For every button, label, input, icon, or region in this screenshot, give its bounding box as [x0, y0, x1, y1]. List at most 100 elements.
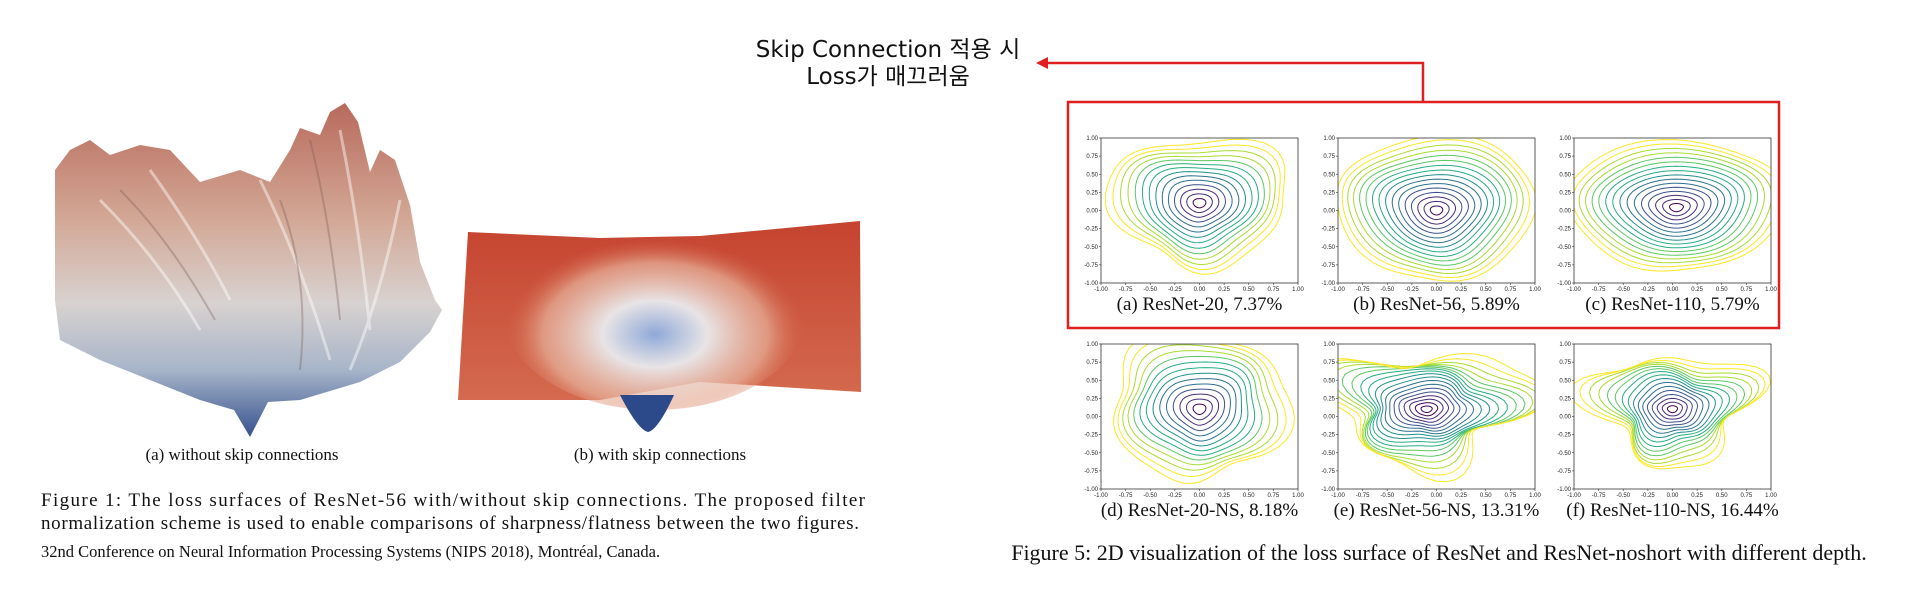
y-tick-label: 0.50 — [1323, 172, 1335, 178]
contour-line — [1104, 138, 1286, 275]
contour-line — [1420, 405, 1433, 413]
contour-plot: -1.00-1.00 -0.75 -0.75 -0.50 -0.50 -0.25 -0.25… — [1084, 136, 1304, 315]
y-tick-label: -0.25 — [1084, 227, 1098, 233]
x-tick-label: 0.50 — [1243, 493, 1255, 499]
contour-line — [1139, 361, 1256, 456]
contour-line — [1574, 139, 1771, 272]
contour-line — [1117, 344, 1287, 478]
contours — [1574, 139, 1771, 272]
highlight-box — [1066, 100, 1781, 330]
contours — [1574, 357, 1771, 470]
arrow-head — [1036, 57, 1048, 69]
contour-line — [1655, 194, 1698, 221]
y-tick-label: -0.25 — [1084, 433, 1098, 439]
contour-line — [1668, 203, 1684, 213]
subcaption: (b) with skip connections — [574, 445, 746, 464]
contour-line — [1417, 196, 1456, 225]
contour-line — [1378, 169, 1495, 253]
contour-panels: -1.00 -1.00 -0.75 -0.75 -0.50 -0.50 -0.25 -0.25… — [1084, 136, 1779, 521]
contour-line — [1347, 144, 1524, 275]
y-tick-label: 1.00 — [1559, 136, 1571, 142]
contour-line — [1141, 163, 1259, 249]
contour-line — [1588, 361, 1760, 464]
contour-line — [1414, 402, 1439, 417]
contour-line — [1148, 167, 1253, 244]
contour-line — [1393, 387, 1461, 429]
subcaption: (d) ResNet-20-NS, 8.18% — [1101, 500, 1299, 521]
caption-line: Figure 1: The loss surfaces of ResNet-56… — [41, 490, 866, 511]
contour-line — [1174, 184, 1227, 223]
x-tick-label: -0.75 — [1119, 493, 1133, 499]
x-tick-label: -0.25 — [1641, 287, 1655, 293]
arrow-line — [1046, 61, 1425, 102]
y-tick-label: 0.50 — [1559, 172, 1571, 178]
contour-plot: -1.00-1.00 -0.75 -0.75 -0.50 -0.50 -0.25 -0.25… — [1557, 136, 1777, 315]
x-tick-label: -1.00 — [1331, 493, 1345, 499]
contour-line — [1612, 170, 1739, 245]
x-tick-label: -0.25 — [1641, 493, 1655, 499]
x-tick-label: 1.00 — [1292, 287, 1304, 293]
contour-line — [1646, 390, 1699, 427]
y-tick-label: -0.50 — [1084, 245, 1098, 251]
contour-plot: -1.00-1.00 -0.75 -0.75 -0.50 -0.50 -0.25 -0.25… — [1321, 342, 1541, 521]
y-tick-label: 0.25 — [1323, 396, 1335, 402]
contour-line — [1642, 385, 1704, 430]
contour-line — [1127, 155, 1271, 260]
contours — [1338, 353, 1535, 483]
x-tick-label: -1.00 — [1567, 287, 1581, 293]
contour-line — [1338, 353, 1535, 483]
contour-line — [1179, 393, 1220, 426]
contour-line — [1112, 144, 1281, 270]
y-tick-label: -0.50 — [1557, 451, 1571, 457]
contour-line — [1409, 398, 1444, 420]
x-tick-label: 0.25 — [1691, 493, 1703, 499]
contour-line — [1368, 370, 1500, 443]
contour-line — [1122, 344, 1279, 471]
x-tick-label: 0.00 — [1431, 287, 1443, 293]
x-tick-label: -0.75 — [1592, 493, 1606, 499]
x-tick-label: 0.25 — [1218, 287, 1230, 293]
caption-line: normalization scheme is used to enable c… — [41, 513, 859, 534]
y-tick-label: 0.75 — [1086, 154, 1098, 160]
contour-line — [1656, 397, 1688, 420]
loss-surface-a — [55, 103, 442, 437]
contour-line — [1423, 200, 1450, 221]
contour-line — [1338, 361, 1535, 470]
y-tick-label: 0.25 — [1559, 190, 1571, 196]
surface-texture — [98, 129, 402, 371]
surface-spike — [620, 395, 674, 432]
subcaption: (f) ResNet-110-NS, 16.44% — [1566, 500, 1779, 521]
contour-line — [1598, 161, 1752, 253]
y-tick-label: 0.75 — [1559, 154, 1571, 160]
y-tick-label: 0.50 — [1323, 378, 1335, 384]
contour-line — [1113, 344, 1295, 484]
y-tick-label: 0.75 — [1323, 360, 1335, 366]
contour-line — [1341, 365, 1526, 457]
y-tick-label: 0.00 — [1086, 415, 1098, 421]
x-tick-label: -0.75 — [1592, 287, 1606, 293]
surface-texture — [119, 139, 341, 371]
contour-line — [1180, 188, 1220, 218]
y-tick-label: 0.75 — [1086, 360, 1098, 366]
contour-line — [1651, 393, 1693, 423]
contour-line — [1384, 379, 1475, 435]
y-tick-label: -0.50 — [1084, 451, 1098, 457]
x-tick-label: -1.00 — [1094, 287, 1108, 293]
x-tick-label: -0.50 — [1143, 493, 1157, 499]
contour-line — [1614, 368, 1738, 452]
y-tick-label: -0.75 — [1321, 263, 1335, 269]
contour-line — [1145, 367, 1249, 452]
y-tick-label: 0.75 — [1323, 154, 1335, 160]
contour-line — [1185, 398, 1213, 421]
footnote: 32nd Conference on Neural Information Pr… — [41, 542, 660, 561]
contour-line — [1632, 377, 1716, 439]
contour-line — [1598, 363, 1753, 461]
contour-line — [1385, 174, 1489, 248]
y-tick-label: 0.25 — [1086, 190, 1098, 196]
contour-line — [1192, 403, 1207, 415]
contour-line — [1621, 370, 1730, 447]
contour-line — [1403, 395, 1450, 423]
y-tick-label: -0.25 — [1557, 227, 1571, 233]
contour-line — [1626, 178, 1726, 237]
x-tick-label: 0.75 — [1741, 287, 1753, 293]
